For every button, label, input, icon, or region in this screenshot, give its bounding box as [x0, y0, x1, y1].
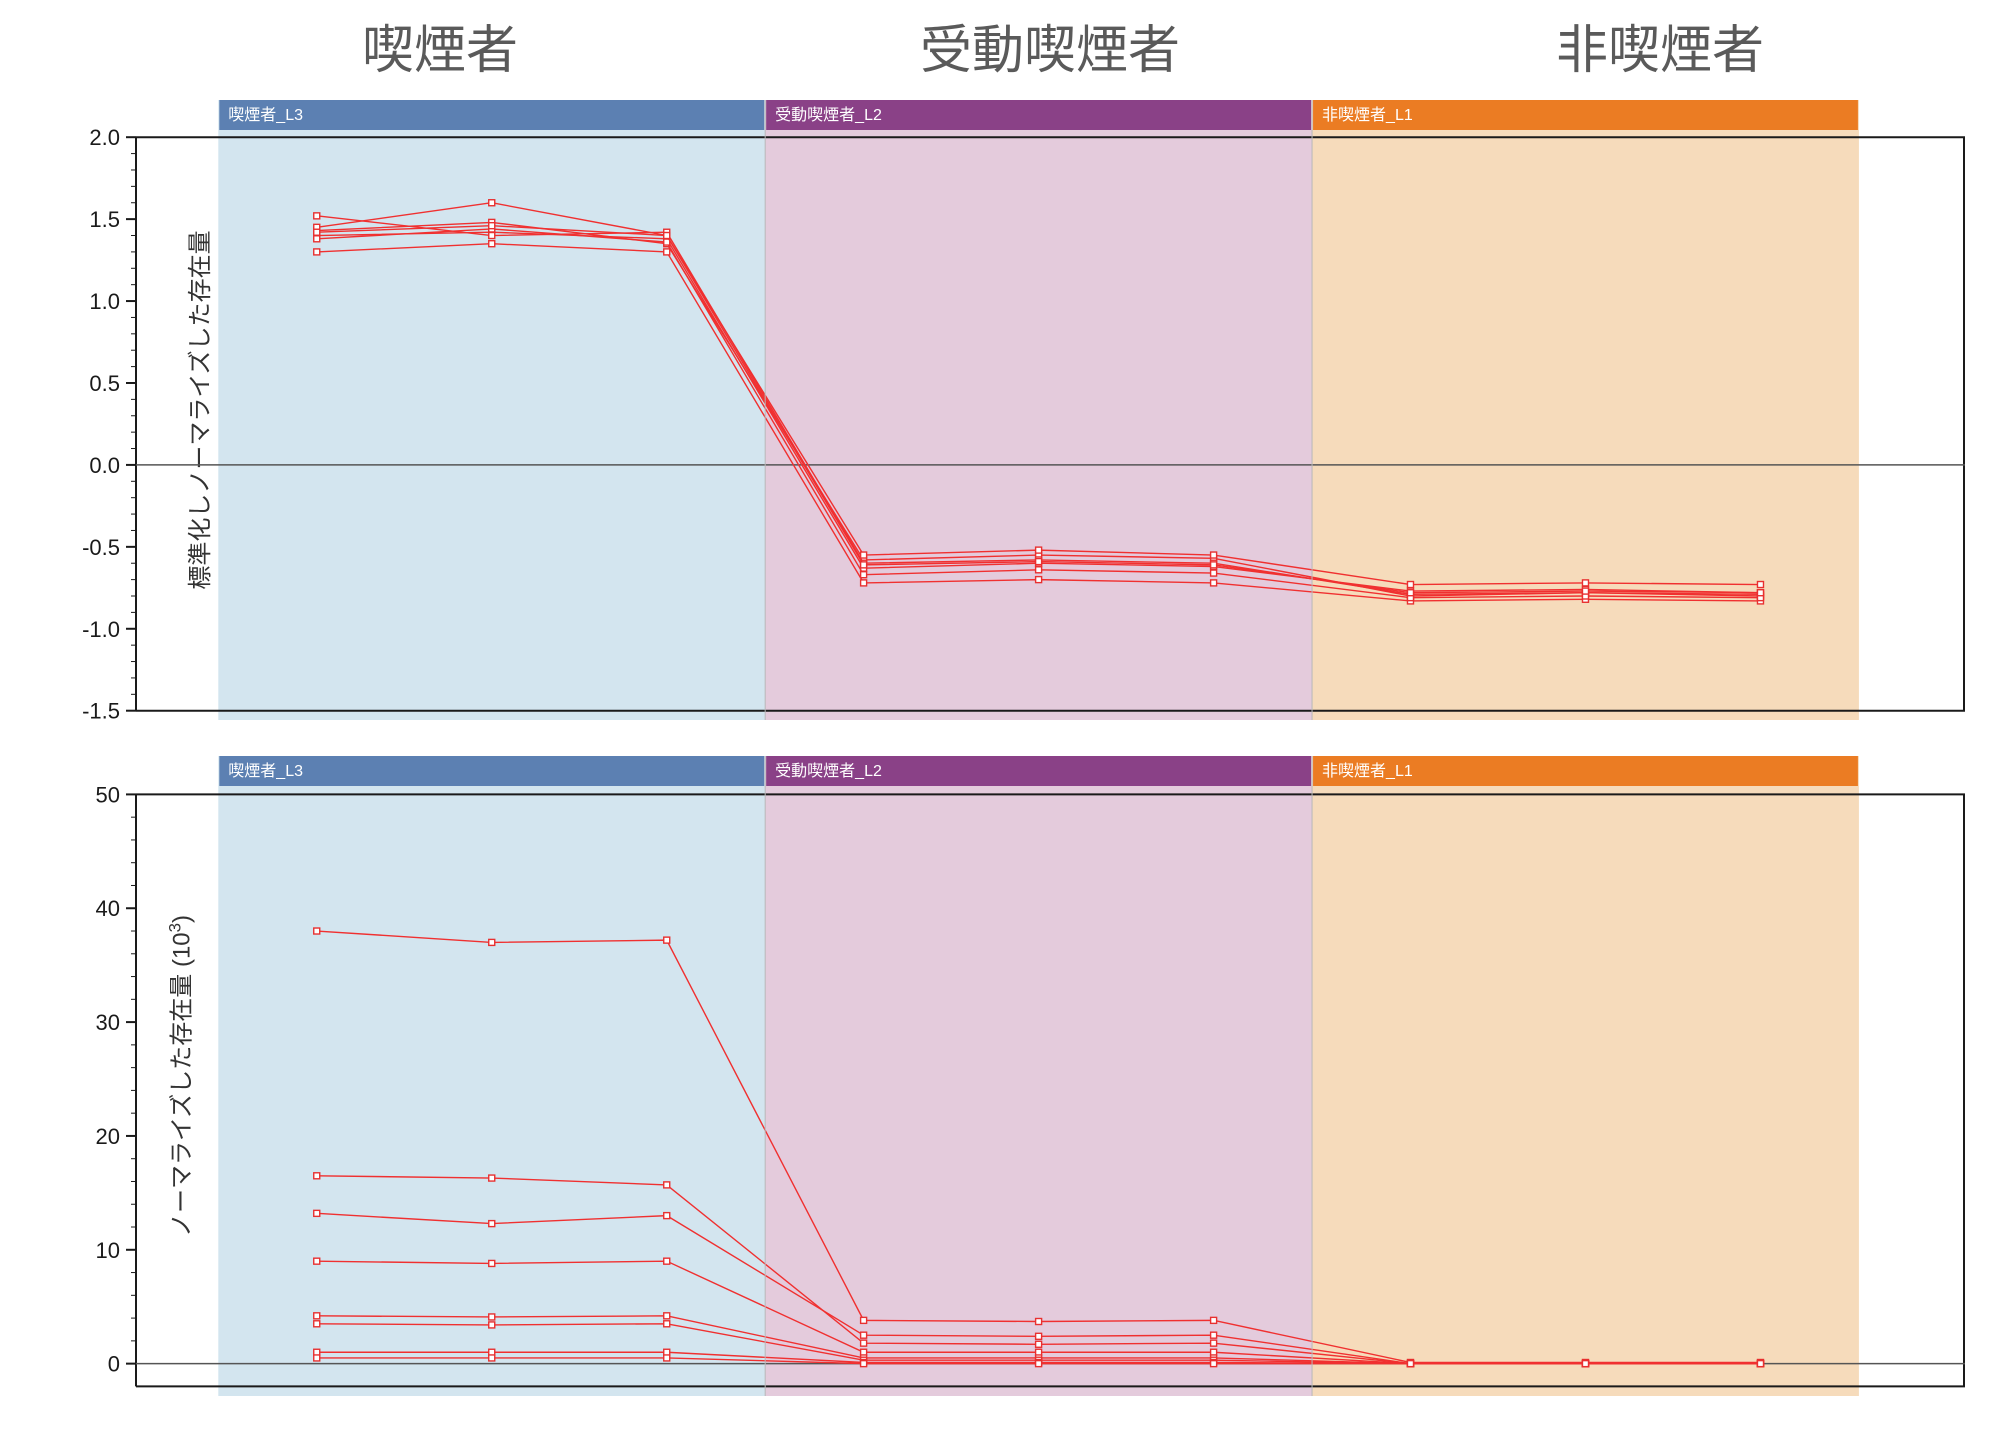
ytick-label: 30: [96, 1010, 120, 1035]
group-header-label: 非喫煙者_L1: [1322, 106, 1413, 124]
group-header-label: 非喫煙者_L1: [1322, 762, 1413, 780]
ytick-label: -1.5: [82, 699, 120, 724]
top-chart-svg: 喫煙者_L3受動喫煙者_L2非喫煙者_L1-1.5-1.0-0.50.00.51…: [136, 100, 1965, 720]
group-header-label: 喫煙者_L3: [228, 106, 303, 124]
col-header-passive: 受動喫煙者: [745, 8, 1355, 88]
ytick-label: 0.0: [89, 453, 120, 478]
ytick-label: 40: [96, 896, 120, 921]
group-header-label: 喫煙者_L3: [228, 762, 303, 780]
col-header-nonsmoker: 非喫煙者: [1355, 8, 1965, 88]
figure-container: 喫煙者 受動喫煙者 非喫煙者 標準化しノーマライズした存在量 喫煙者_L3受動喫…: [0, 0, 2000, 1429]
column-headers: 喫煙者 受動喫煙者 非喫煙者: [135, 8, 1965, 88]
ytick-label: 1.5: [89, 207, 120, 232]
ytick-label: 50: [96, 782, 120, 807]
bottom-chart-svg: 喫煙者_L3受動喫煙者_L2非喫煙者_L101020304050: [136, 756, 1965, 1396]
ytick-label: 1.0: [89, 289, 120, 314]
group-header-label: 受動喫煙者_L2: [775, 762, 882, 780]
top-panel: 標準化しノーマライズした存在量 喫煙者_L3受動喫煙者_L2非喫煙者_L1-1.…: [70, 100, 1965, 720]
ytick-label: 2.0: [89, 125, 120, 150]
bottom-panel: ノーマライズした存在量 (103) 喫煙者_L3受動喫煙者_L2非喫煙者_L10…: [70, 756, 1965, 1396]
top-plot-area: 喫煙者_L3受動喫煙者_L2非喫煙者_L1-1.5-1.0-0.50.00.51…: [136, 100, 1965, 720]
ytick-label: 0: [108, 1352, 120, 1377]
ytick-label: 10: [96, 1238, 120, 1263]
ytick-label: -1.0: [82, 617, 120, 642]
ytick-label: -0.5: [82, 535, 120, 560]
col-header-smoker: 喫煙者: [135, 8, 745, 88]
group-header-label: 受動喫煙者_L2: [775, 106, 882, 124]
bottom-plot-area: 喫煙者_L3受動喫煙者_L2非喫煙者_L101020304050: [136, 756, 1965, 1396]
ytick-label: 20: [96, 1124, 120, 1149]
ytick-label: 0.5: [89, 371, 120, 396]
